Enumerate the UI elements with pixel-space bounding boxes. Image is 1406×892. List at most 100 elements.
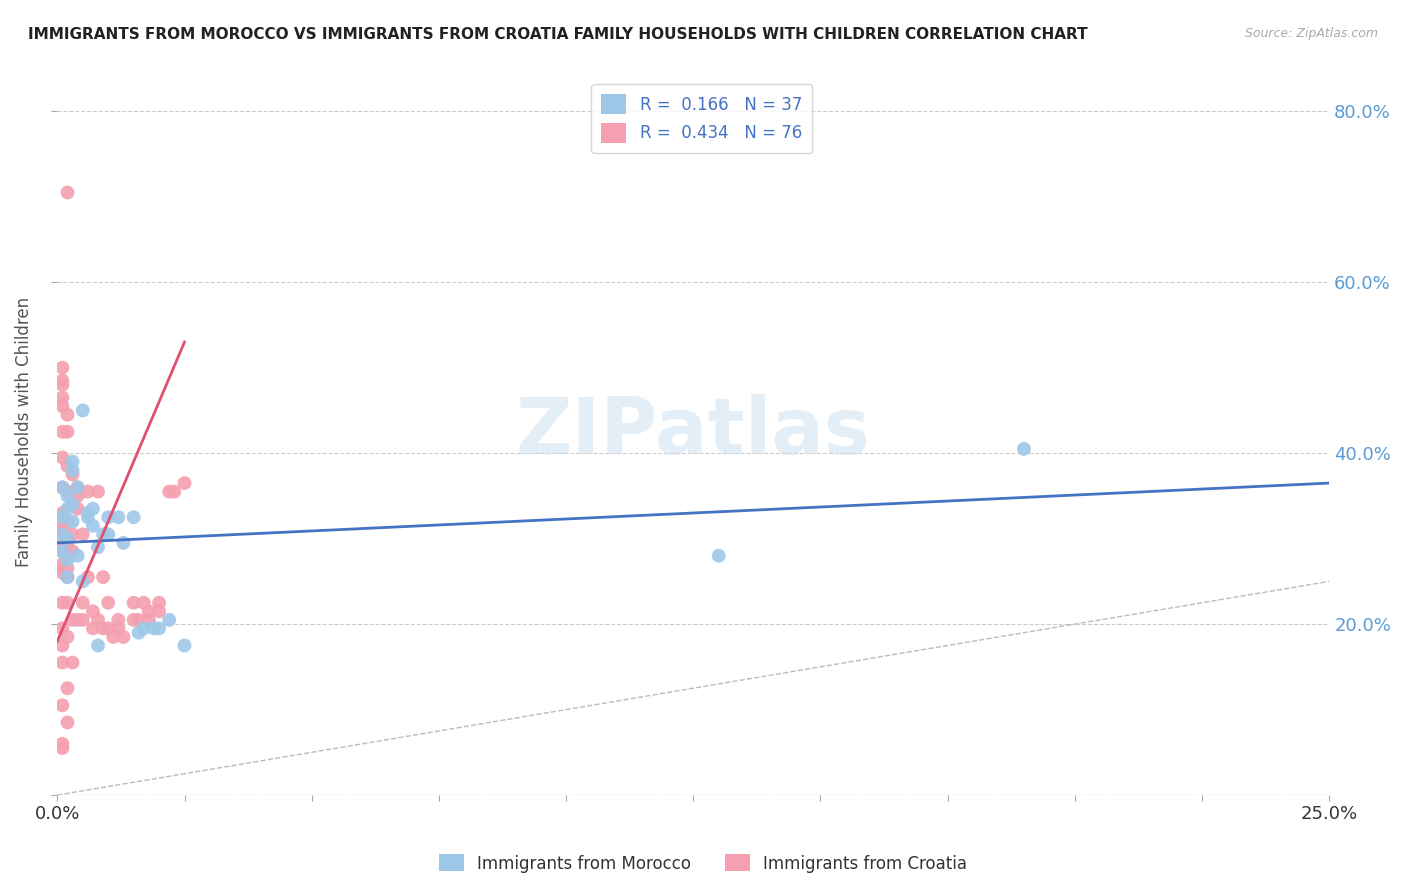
Text: Source: ZipAtlas.com: Source: ZipAtlas.com <box>1244 27 1378 40</box>
Point <box>1012 442 1035 456</box>
Point <box>157 484 180 499</box>
Point <box>66 613 89 627</box>
Point <box>51 518 73 533</box>
Point <box>82 501 104 516</box>
Point <box>62 498 84 512</box>
Point <box>51 377 73 392</box>
Point <box>157 613 180 627</box>
Point <box>56 715 79 730</box>
Point <box>51 527 73 541</box>
Point <box>56 570 79 584</box>
Point <box>91 570 114 584</box>
Point <box>51 596 73 610</box>
Point <box>62 467 84 482</box>
Point <box>72 596 94 610</box>
Point <box>56 489 79 503</box>
Point <box>62 463 84 477</box>
Point <box>51 480 73 494</box>
Point <box>56 515 79 529</box>
Point <box>107 613 129 627</box>
Point <box>51 741 73 756</box>
Point <box>76 570 98 584</box>
Point <box>87 484 110 499</box>
Point <box>56 425 79 439</box>
Point <box>72 613 94 627</box>
Point <box>51 360 73 375</box>
Point <box>122 596 145 610</box>
Point <box>56 536 79 550</box>
Text: IMMIGRANTS FROM MOROCCO VS IMMIGRANTS FROM CROATIA FAMILY HOUSEHOLDS WITH CHILDR: IMMIGRANTS FROM MOROCCO VS IMMIGRANTS FR… <box>28 27 1088 42</box>
Point <box>122 510 145 524</box>
Point <box>112 630 135 644</box>
Point <box>132 621 155 635</box>
Point <box>56 532 79 546</box>
Point <box>143 621 166 635</box>
Point <box>56 549 79 563</box>
Point <box>51 544 73 558</box>
Point <box>51 737 73 751</box>
Point <box>62 455 84 469</box>
Point <box>97 621 120 635</box>
Legend: R =  0.166   N = 37, R =  0.434   N = 76: R = 0.166 N = 37, R = 0.434 N = 76 <box>592 84 813 153</box>
Point <box>56 501 79 516</box>
Point <box>76 510 98 524</box>
Point <box>97 527 120 541</box>
Point <box>107 621 129 635</box>
Point <box>128 613 150 627</box>
Point <box>91 527 114 541</box>
Point <box>62 613 84 627</box>
Point <box>51 558 73 572</box>
Point <box>66 480 89 494</box>
Point <box>51 399 73 413</box>
Point <box>132 596 155 610</box>
Point <box>91 621 114 635</box>
Point <box>51 561 73 575</box>
Point <box>51 450 73 465</box>
Point <box>76 484 98 499</box>
Point <box>51 698 73 713</box>
Point <box>51 391 73 405</box>
Point <box>148 596 170 610</box>
Point <box>51 536 73 550</box>
Point <box>76 506 98 520</box>
Point <box>138 613 160 627</box>
Point <box>51 480 73 494</box>
Point <box>128 625 150 640</box>
Point <box>148 604 170 618</box>
Point <box>82 604 104 618</box>
Point <box>51 621 73 635</box>
Point <box>62 515 84 529</box>
Point <box>51 656 73 670</box>
Point <box>56 186 79 200</box>
Point <box>72 527 94 541</box>
Point <box>97 596 120 610</box>
Point <box>707 549 730 563</box>
Point <box>56 484 79 499</box>
Point <box>66 501 89 516</box>
Point <box>66 549 89 563</box>
Point <box>72 574 94 589</box>
Point <box>62 544 84 558</box>
Point <box>87 639 110 653</box>
Point <box>51 374 73 388</box>
Point <box>51 510 73 524</box>
Point <box>56 570 79 584</box>
Point <box>56 681 79 696</box>
Point <box>56 408 79 422</box>
Point <box>56 458 79 473</box>
Point <box>62 498 84 512</box>
Point <box>62 656 84 670</box>
Point <box>51 425 73 439</box>
Point <box>56 596 79 610</box>
Point <box>122 613 145 627</box>
Point <box>51 523 73 537</box>
Point <box>103 630 125 644</box>
Point <box>56 561 79 575</box>
Point <box>82 518 104 533</box>
Legend: Immigrants from Morocco, Immigrants from Croatia: Immigrants from Morocco, Immigrants from… <box>432 847 974 880</box>
Point <box>97 510 120 524</box>
Point <box>163 484 186 499</box>
Point <box>62 527 84 541</box>
Point <box>87 540 110 554</box>
Point <box>107 510 129 524</box>
